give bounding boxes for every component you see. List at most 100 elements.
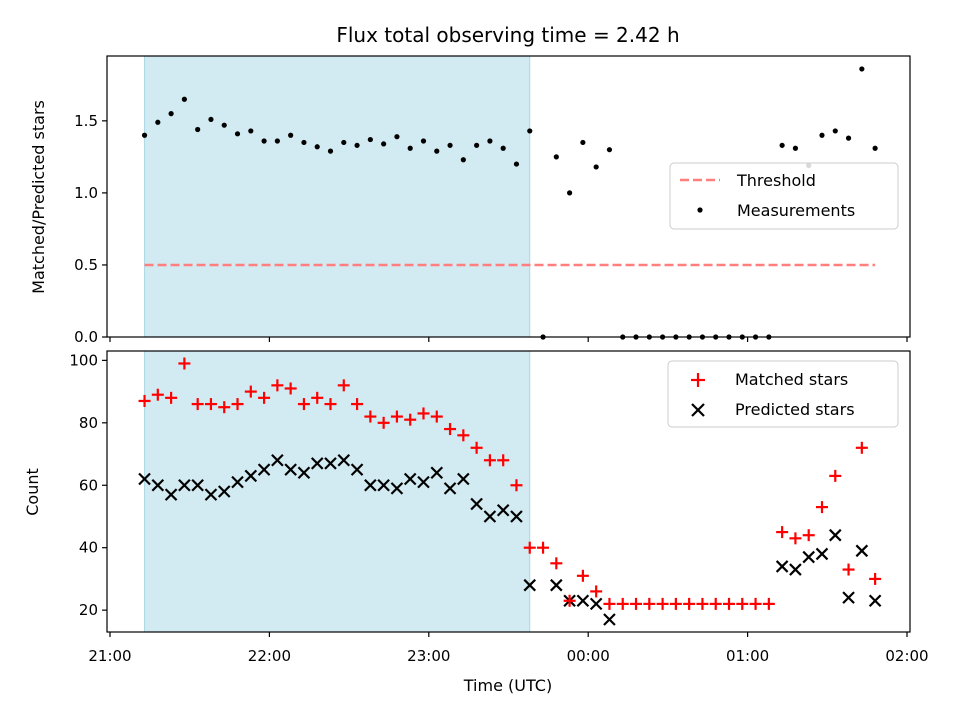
matched-star-point [351,398,364,411]
matched-star-point [191,398,204,411]
matched-star-point [802,529,815,542]
matched-star-point [669,597,682,610]
predicted-star-point [430,466,444,480]
matched-star-point [324,398,337,411]
matched-star-point [138,394,151,407]
measurement-point [274,138,280,144]
bottom-y-tick-label: 60 [79,476,98,494]
predicted-star-point [297,466,311,480]
x-axis-label: Time (UTC) [463,676,552,695]
top-legend-box [669,162,899,230]
predicted-star-point [138,472,151,486]
matched-star-point [364,410,377,423]
measurement-point [354,142,360,148]
matched-star-point [630,597,643,610]
predicted-star-point [828,528,842,542]
measurement-point [234,131,241,137]
predicted-star-point [271,453,284,467]
top-x-ticks [109,337,908,342]
measurement-point [434,148,440,154]
measurement-point [779,142,785,148]
matched-star-point [590,585,603,598]
measurement-point [474,142,480,148]
predicted-star-point [842,591,855,604]
matched-star-point [603,597,616,610]
predicted-star-point [603,613,616,626]
matched-star-point [749,597,762,610]
matched-star-point [244,385,257,398]
matched-star-point [576,569,589,582]
matched-star-point [842,563,855,576]
measurement-point [460,157,466,163]
bottom-y-axis-label: Count [23,468,42,516]
predicted-star-point [191,478,204,492]
measurement-point [327,148,334,154]
measurement-point [195,126,201,133]
matched-star-point [550,557,563,570]
measurement-point [341,139,347,146]
matched-star-point [457,429,470,442]
predicted-star-point [855,544,869,558]
matched-star-point [258,391,271,404]
predicted-star-point [390,482,404,495]
predicted-star-point [523,578,537,592]
measurement-point [301,139,307,146]
predicted-star-point [151,478,165,492]
matched-star-point [643,597,656,610]
predicted-star-point [483,510,497,523]
x-tick-label: 02:00 [885,647,928,665]
matched-star-point [204,398,217,411]
predicted-star-point [589,597,603,611]
legend-threshold-label: Threshold [736,171,816,190]
x-tick-label: 00:00 [567,647,610,665]
top-legend: Threshold Measurements [669,162,899,230]
x-tick-label: 21:00 [88,647,131,665]
measurement-point [567,190,573,196]
measurement-point [792,145,799,151]
matched-star-point [218,401,231,414]
measurement-point [819,132,825,138]
measurement-point [420,138,427,144]
bottom-y-tick-label: 20 [79,601,98,619]
top-y-ticks: 0.0 0.5 1.0 1.5 [74,112,107,346]
legend-matched-swatch [691,373,705,387]
matched-star-point [284,382,297,395]
matched-star-point [723,597,736,610]
matched-star-point [696,597,709,610]
predicted-star-point [496,503,510,517]
matched-star-point [523,541,536,554]
measurement-point [381,141,387,147]
bottom-y-tick-label: 100 [69,351,98,369]
measurement-point [553,154,559,160]
predicted-star-point [403,472,417,486]
measurement-point [248,128,254,134]
predicted-star-point [350,463,364,476]
predicted-star-point [868,594,882,608]
measurement-point [845,135,852,141]
measurement-point [141,132,148,138]
predicted-star-point [204,488,218,501]
predicted-star-point [802,550,815,564]
predicted-star-point [178,478,191,492]
measurement-point [527,128,533,134]
top-y-tick-label: 0.5 [74,256,98,274]
measurement-point [832,128,838,134]
predicted-star-point [284,463,297,476]
measurement-point [181,96,187,102]
top-measurement-points [141,66,878,340]
x-tick-label: 23:00 [407,647,450,665]
matched-star-point [683,597,696,610]
top-y-tick-label: 1.5 [74,112,98,130]
measurement-point [407,145,413,151]
legend-measurements-label: Measurements [737,201,855,220]
measurement-point [513,161,520,167]
measurement-point [261,138,267,144]
matched-star-point [855,441,868,454]
matched-star-point [470,441,483,454]
predicted-star-point [417,475,430,489]
legend-predicted-swatch [691,403,705,417]
matched-star-point [337,379,350,392]
top-y-tick-label: 1.0 [74,184,98,202]
bottom-predicted-points [138,453,882,626]
